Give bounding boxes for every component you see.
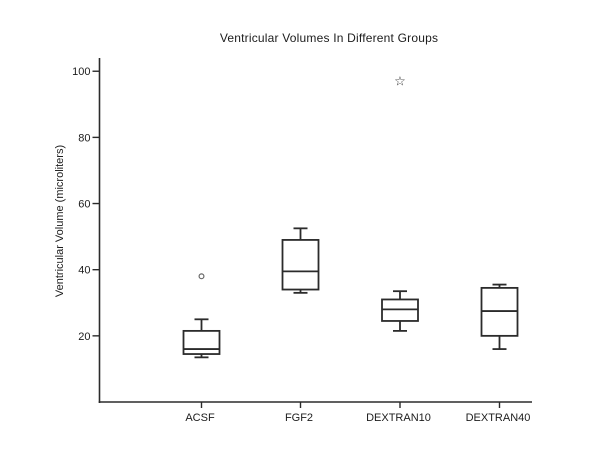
y-tick-label: 100 xyxy=(72,66,90,78)
x-category-label: DEXTRAN10 xyxy=(366,412,431,424)
y-tick-label: 20 xyxy=(78,331,90,343)
box xyxy=(182,329,221,355)
y-tick-label: 60 xyxy=(78,199,90,211)
outlier-circle-marker xyxy=(198,273,205,280)
y-tick-label: 80 xyxy=(78,132,90,144)
x-category-label: ACSF xyxy=(185,412,215,424)
chart-title: Ventricular Volumes In Different Groups xyxy=(219,31,439,45)
outlier-star-marker: ☆ xyxy=(394,75,406,90)
y-tick-label: 40 xyxy=(78,265,90,277)
x-category-label: FGF2 xyxy=(285,412,313,424)
x-category-label: DEXTRAN40 xyxy=(466,412,531,424)
y-axis-title: Ventricular Volume (microliters) xyxy=(54,145,66,297)
box xyxy=(281,239,320,291)
